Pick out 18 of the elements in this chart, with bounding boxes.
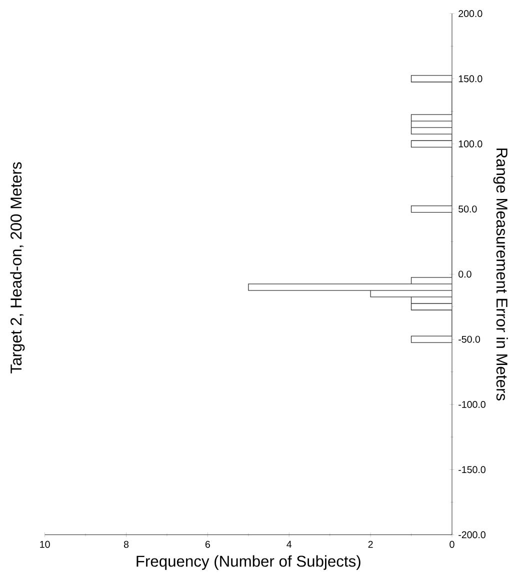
y-tick-label: -100.0: [458, 401, 486, 408]
y-tick-label: 150.0: [458, 75, 482, 82]
text: Target 2, Head-on, 200 Meters: [10, 162, 25, 374]
x-axis-title: Frequency (Number of Subjects): [136, 555, 360, 570]
x-tick-label: 0: [450, 540, 454, 548]
y-tick-label: -200.0: [458, 531, 486, 538]
x-tick-label: 6: [205, 540, 210, 548]
x-tick-label: 2: [368, 540, 373, 548]
y-axis-title: Range Measurement Error in Meters: [493, 148, 508, 400]
y-tick-label: -150.0: [458, 466, 486, 474]
x-tick-label: 4: [286, 540, 292, 548]
y-tick-label: 100.0: [458, 140, 482, 148]
x-tick-label: 10: [40, 540, 50, 548]
y-tick-label: 0.0: [458, 270, 472, 278]
y-tick-label: -50.0: [458, 336, 480, 343]
y-tick-label: 200.0: [458, 10, 482, 18]
x-tick-label: 8: [124, 540, 129, 548]
y-tick-label: 50.0: [458, 206, 477, 212]
